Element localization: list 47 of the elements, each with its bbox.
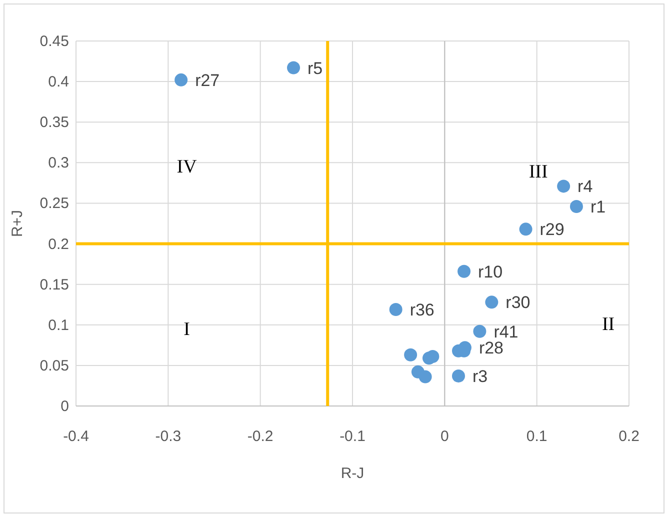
point — [519, 222, 532, 236]
x-tick-label: 0.1 — [526, 428, 548, 445]
annotation: r5 — [308, 58, 323, 78]
point — [404, 348, 418, 362]
y-tick-label: 0.15 — [40, 276, 69, 294]
annotation: I — [184, 318, 190, 340]
point — [458, 264, 471, 278]
annotation: r28 — [478, 338, 504, 358]
x-tick-label: -0.1 — [340, 428, 366, 445]
x-tick-label: -0.4 — [63, 428, 89, 445]
point — [389, 302, 402, 316]
point — [174, 73, 188, 86]
annotation: r41 — [494, 322, 518, 342]
annotation: r36 — [410, 300, 434, 320]
y-tick-label: 0.4 — [48, 74, 69, 91]
x-tick-label: -0.2 — [247, 428, 274, 445]
y-tick-label: 0.2 — [48, 236, 69, 253]
y-tick-label: 0.45 — [40, 33, 69, 50]
y-tick-label: 0 — [60, 398, 69, 415]
y-tick-label: 0.3 — [48, 154, 69, 172]
point — [418, 370, 432, 384]
point — [287, 61, 300, 74]
y-tick-label: 0.35 — [40, 114, 69, 132]
annotation: IV — [176, 156, 198, 178]
point — [426, 350, 440, 364]
annotation: II — [602, 314, 615, 335]
point — [452, 369, 465, 382]
annotation: r30 — [506, 293, 530, 312]
point — [570, 200, 583, 213]
point — [485, 296, 498, 309]
y-tick-label: 0.05 — [40, 357, 69, 374]
x-tick-label: -0.3 — [155, 428, 182, 445]
annotation: r4 — [578, 177, 593, 196]
x-tick-label: 0 — [440, 428, 449, 445]
x-tick-label: 0.2 — [618, 428, 640, 445]
annotation: r27 — [195, 70, 220, 90]
annotation: III — [528, 161, 548, 182]
y-tick-label: 0.1 — [48, 316, 69, 334]
y-axis-title: R+J — [9, 210, 26, 238]
point — [473, 324, 486, 338]
annotation: r29 — [540, 220, 564, 240]
y-tick-label: 0.25 — [40, 195, 69, 212]
annotation: r10 — [478, 262, 503, 282]
annotation: r3 — [472, 366, 488, 386]
x-axis-title: R-J — [340, 465, 364, 482]
annotation: r1 — [590, 197, 606, 216]
point — [557, 180, 570, 193]
